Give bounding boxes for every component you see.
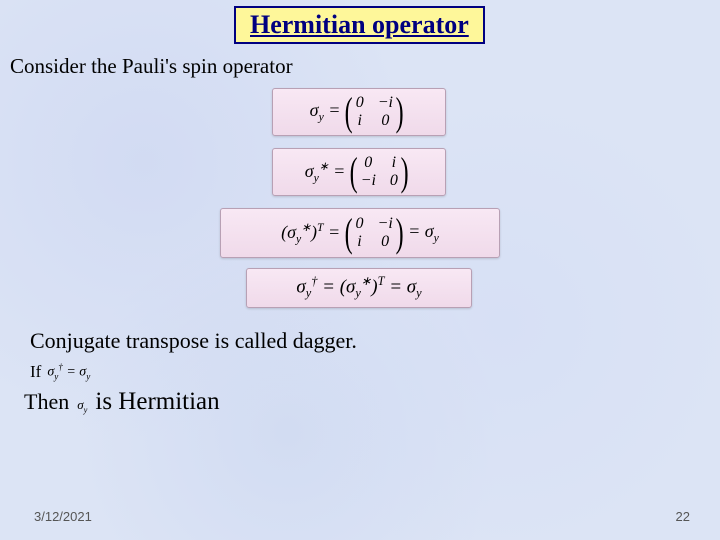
footer-date: 3/12/2021: [34, 509, 92, 524]
if-row: If σy† = σy: [30, 362, 90, 382]
then-label: Then: [24, 389, 69, 415]
eq3-lhs: (σy∗)T =: [281, 220, 340, 246]
page-title: Hermitian operator: [234, 6, 485, 44]
eq2-lhs: σy∗ =: [305, 159, 346, 185]
eq1-matrix: ( 0 −i i 0 ): [342, 94, 406, 129]
intro-text: Consider the Pauli's spin operator: [10, 54, 293, 79]
eq1-lhs: σy =: [310, 100, 341, 124]
equation-dagger: σy† = (σy∗)T = σy: [246, 268, 472, 308]
if-expression: σy† = σy: [47, 362, 90, 381]
eq3-matrix: ( 0 −i i 0 ): [342, 215, 406, 250]
eq3-rhs: = σy: [408, 221, 439, 245]
then-symbol: σy: [77, 397, 87, 415]
eq4-text: σy† = (σy∗)T = σy: [296, 274, 421, 301]
if-label: If: [30, 362, 41, 382]
footer-page-number: 22: [676, 509, 690, 524]
conjugate-text: Conjugate transpose is called dagger.: [30, 328, 357, 354]
equation-sigma-y-conj-transpose: (σy∗)T = ( 0 −i i 0 ) = σy: [220, 208, 500, 258]
then-text: is Hermitian: [95, 388, 219, 416]
then-row: Then σy is Hermitian: [24, 388, 220, 416]
eq2-matrix: ( 0 i −i 0 ): [347, 154, 411, 189]
equation-sigma-y-conj: σy∗ = ( 0 i −i 0 ): [272, 148, 446, 196]
equation-sigma-y: σy = ( 0 −i i 0 ): [272, 88, 446, 136]
